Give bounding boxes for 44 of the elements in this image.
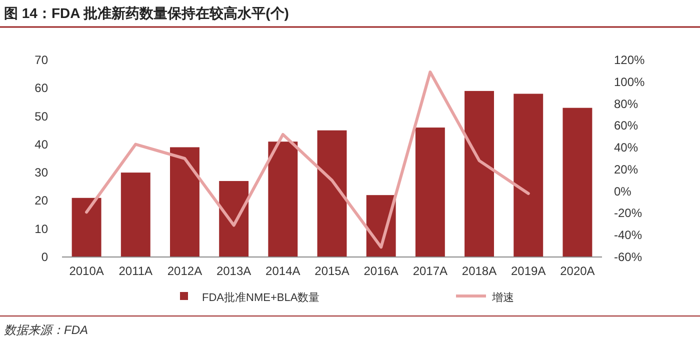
bar (170, 147, 200, 257)
x-tick-label: 2011A (118, 264, 153, 278)
source-note: 数据来源：FDA (4, 323, 88, 337)
x-tick-label: 2017A (412, 264, 448, 278)
y2-tick-label: -40% (614, 228, 642, 242)
legend-label: 增速 (491, 291, 514, 304)
y-tick-label: 20 (34, 194, 48, 208)
bar (562, 108, 592, 257)
x-tick-label: 2018A (462, 264, 497, 278)
y2-tick-label: 60% (614, 118, 638, 133)
bar (464, 90, 494, 257)
y-tick-label: 40 (34, 137, 48, 152)
y-tick-label: 10 (34, 222, 48, 236)
bar (219, 181, 249, 257)
y-tick-label: 50 (34, 109, 48, 124)
y-tick-label: 70 (34, 53, 48, 67)
x-tick-label: 2019A (511, 264, 546, 278)
x-tick-label: 2016A (364, 264, 398, 278)
y2-tick-label: 120% (614, 53, 646, 67)
bar (415, 128, 445, 257)
line-series (85, 70, 530, 249)
y-tick-label: 30 (34, 166, 48, 180)
y2-tick-label: 40% (614, 140, 638, 155)
x-tick-label: 2020A (560, 264, 595, 278)
y2-tick-label: 20% (614, 162, 638, 176)
bar (120, 172, 150, 257)
x-tick-label: 2010A (69, 264, 104, 278)
bar (514, 94, 544, 257)
y2-tick-label: 0% (614, 184, 632, 198)
y2-tick-label: 100% (614, 74, 646, 89)
title: 图 14：FDA 批准新药数量保持在较高水平(个) (4, 5, 289, 21)
y-tick-label: 0 (41, 250, 48, 264)
x-tick-label: 2013A (216, 264, 252, 278)
legend-label: FDA批准NME+BLA数量 (202, 291, 320, 304)
y-tick-label: 60 (34, 81, 48, 96)
y2-tick-label: -20% (614, 206, 642, 220)
y2-tick-label: 80% (614, 96, 638, 111)
x-tick-label: 2014A (266, 264, 300, 278)
x-tick-label: 2015A (314, 264, 350, 278)
bar (317, 130, 347, 257)
bar (72, 198, 102, 257)
y2-tick-label: -60% (614, 250, 642, 264)
x-tick-label: 2012A (167, 264, 202, 278)
bar (268, 142, 298, 257)
